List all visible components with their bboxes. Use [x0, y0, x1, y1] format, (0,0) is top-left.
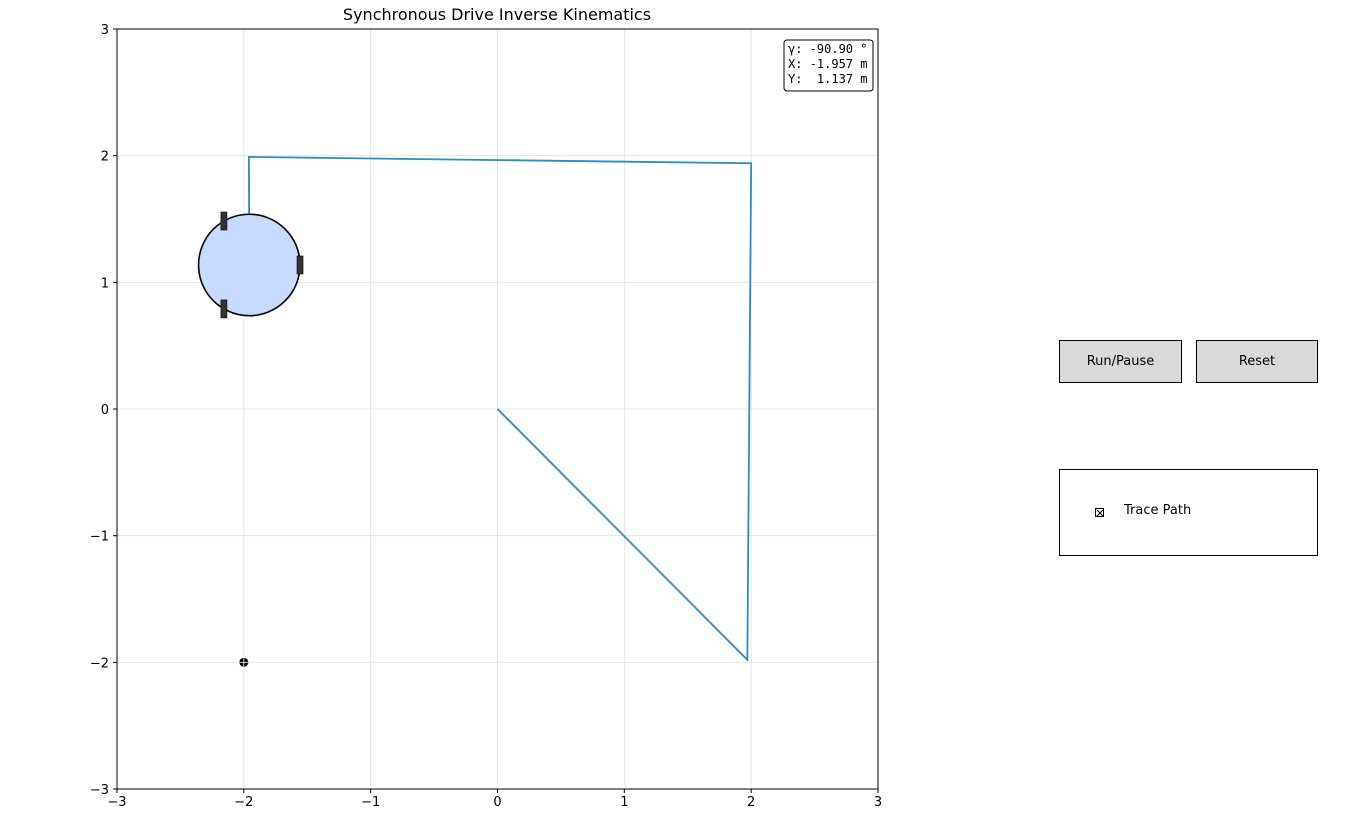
x-tick-label: −1	[361, 795, 380, 810]
axis-ticks: −3 −2 −1 0 1 2 3 −3 −2 −1 0 1 2 3	[90, 23, 882, 810]
x-tick-label: −3	[107, 795, 126, 810]
reset-label: Reset	[1238, 354, 1276, 369]
run-pause-button[interactable]: Run/Pause	[1059, 340, 1182, 383]
trace-path-line	[248, 156, 753, 662]
y-tick-label: 3	[101, 23, 109, 38]
x-tick-label: 2	[747, 795, 755, 810]
trace-path-panel: Trace Path	[1059, 469, 1318, 556]
chart-title: Synchronous Drive Inverse Kinematics	[343, 5, 651, 24]
y-tick-label: −2	[90, 656, 109, 671]
reset-button[interactable]: Reset	[1196, 340, 1318, 383]
y-tick-label: −3	[90, 783, 109, 798]
checkmark-icon	[1096, 509, 1104, 517]
robot	[197, 211, 304, 667]
trace-path	[248, 156, 753, 662]
x-tick-label: 0	[493, 795, 501, 810]
readout-box: γ: -90.90 ° X: -1.957 m Y: 1.137 m	[783, 39, 874, 92]
readout-x: X: -1.957 m	[788, 57, 867, 71]
x-tick-label: 1	[620, 795, 628, 810]
run-pause-label: Run/Pause	[1086, 354, 1155, 369]
y-tick-label: 2	[101, 150, 109, 165]
trace-path-label: Trace Path	[1124, 503, 1192, 518]
x-tick-label: 3	[874, 795, 882, 810]
readout-gamma: γ: -90.90 °	[788, 42, 867, 56]
y-tick-label: −1	[90, 530, 109, 545]
readout-y: Y: 1.137 m	[788, 72, 867, 86]
trace-path-checkbox[interactable]	[1095, 508, 1104, 517]
robot-wheel	[220, 299, 228, 319]
robot-body	[197, 213, 301, 317]
y-tick-label: 1	[101, 276, 109, 291]
robot-wheel	[296, 255, 304, 275]
robot-wheel	[220, 211, 228, 231]
x-tick-label: −2	[234, 795, 253, 810]
axes-frame	[116, 28, 879, 790]
y-tick-label: 0	[101, 403, 109, 418]
